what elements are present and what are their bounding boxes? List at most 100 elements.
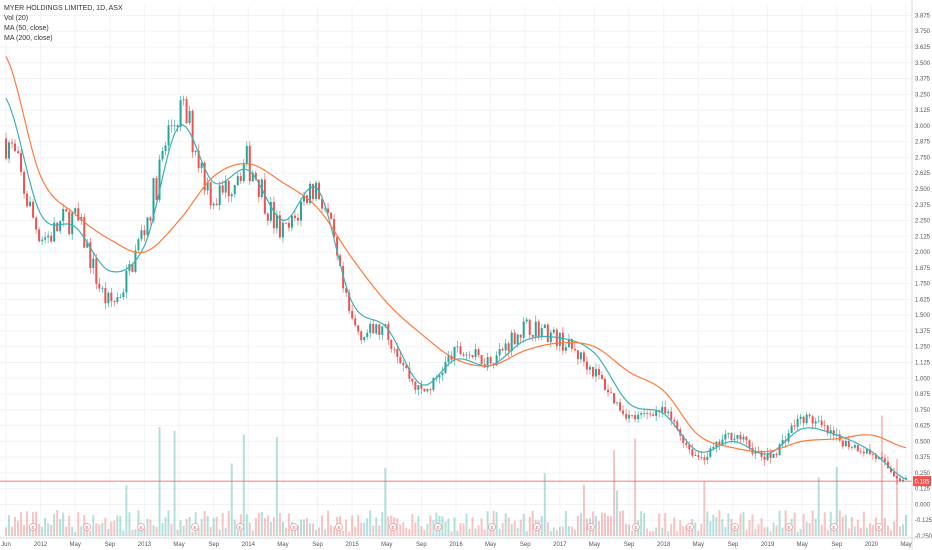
candle-body bbox=[266, 213, 269, 221]
earnings-event-marker[interactable]: E bbox=[389, 523, 397, 531]
volume-bar bbox=[381, 511, 384, 536]
earnings-event-marker[interactable]: E bbox=[587, 523, 595, 531]
earnings-event-marker[interactable]: E bbox=[533, 523, 541, 531]
volume-bar bbox=[369, 510, 372, 536]
volume-bar bbox=[269, 521, 272, 536]
candle-body bbox=[149, 217, 152, 221]
earnings-event-marker[interactable]: E bbox=[236, 523, 244, 531]
legend-vol[interactable]: Vol (20) bbox=[4, 15, 29, 22]
volume-bar bbox=[760, 518, 763, 536]
volume-bar bbox=[86, 529, 89, 536]
candle-body bbox=[414, 381, 417, 390]
y-tick-label: 2.750 bbox=[915, 155, 931, 161]
candle-body bbox=[766, 453, 769, 460]
candle-body bbox=[212, 203, 215, 206]
candle-body bbox=[730, 433, 733, 440]
event-marker-label: E bbox=[238, 525, 241, 530]
volume-bar bbox=[600, 512, 603, 536]
volume-bar bbox=[841, 516, 844, 536]
x-tick-label: May bbox=[900, 542, 911, 548]
y-tick-label: 3.750 bbox=[915, 29, 931, 35]
legend-ma50[interactable]: MA (50, close) bbox=[4, 25, 49, 32]
ma-line bbox=[5, 56, 907, 453]
volume-bar bbox=[309, 523, 312, 536]
candle-body bbox=[507, 343, 510, 352]
earnings-event-marker[interactable]: E bbox=[731, 523, 739, 531]
volume-bar bbox=[610, 515, 613, 536]
volume-bar bbox=[784, 510, 787, 536]
earnings-event-marker[interactable]: E bbox=[830, 523, 838, 531]
volume-bar bbox=[146, 518, 149, 536]
earnings-event-marker[interactable]: E bbox=[137, 523, 145, 531]
volume-bar bbox=[549, 531, 552, 536]
volume-bar bbox=[739, 514, 742, 536]
candle-body bbox=[465, 354, 468, 356]
candle-body bbox=[257, 179, 260, 198]
volume-bar bbox=[474, 528, 477, 536]
volume-bar bbox=[718, 510, 721, 536]
volume-bar bbox=[98, 524, 101, 536]
volume-bar bbox=[414, 522, 417, 536]
volume-bar bbox=[221, 512, 224, 536]
earnings-event-marker[interactable]: E bbox=[290, 523, 298, 531]
candle-body bbox=[603, 378, 606, 390]
y-tick-label: 3.625 bbox=[915, 45, 931, 51]
candle-body bbox=[17, 151, 20, 154]
candle-body bbox=[396, 348, 399, 357]
candle-body bbox=[670, 411, 673, 420]
volume-bar bbox=[77, 512, 80, 536]
earnings-event-marker[interactable]: E bbox=[488, 523, 496, 531]
volume-bar bbox=[450, 531, 453, 536]
candle-body bbox=[296, 218, 299, 221]
volume-bar bbox=[41, 526, 44, 536]
earnings-event-marker[interactable]: E bbox=[335, 523, 343, 531]
candle-body bbox=[140, 230, 143, 240]
volume-bar bbox=[35, 511, 38, 536]
candle-body bbox=[591, 367, 594, 377]
candle-body bbox=[423, 388, 426, 392]
x-tick-label: May bbox=[70, 542, 81, 548]
earnings-event-marker[interactable]: E bbox=[434, 523, 442, 531]
y-axis[interactable]: 3.875 3.750 3.625 3.500 3.375 3.250 3.125 3.000… bbox=[911, 0, 932, 550]
candle-body bbox=[62, 209, 65, 222]
volume-bar bbox=[555, 530, 558, 536]
x-tick-label: Sep bbox=[416, 542, 427, 548]
candle-body bbox=[254, 172, 257, 180]
candle-body bbox=[146, 217, 149, 236]
volume-bar bbox=[89, 531, 92, 536]
candle-body bbox=[399, 356, 402, 364]
candle-body bbox=[309, 183, 312, 204]
volume-bar bbox=[360, 522, 363, 536]
legend-symbol[interactable]: MYER HOLDINGS LIMITED, 1D, ASX bbox=[4, 5, 123, 12]
event-marker-label: E bbox=[634, 525, 637, 530]
candle-body bbox=[233, 185, 236, 195]
earnings-event-marker[interactable]: E bbox=[686, 523, 694, 531]
candle-body bbox=[829, 430, 832, 434]
earnings-event-marker[interactable]: E bbox=[191, 523, 199, 531]
event-marker-circle bbox=[731, 523, 739, 531]
x-axis[interactable]: Jun 2012 May Sep 2013 May Sep 2014 May Sep 2015 May… bbox=[0, 537, 932, 548]
volume-bar bbox=[543, 473, 546, 536]
candle-body bbox=[519, 334, 522, 338]
volume-bar bbox=[673, 517, 676, 536]
volume-bar bbox=[579, 512, 582, 536]
event-marker-label: E bbox=[589, 525, 592, 530]
candle-body bbox=[372, 323, 375, 334]
candle-body bbox=[378, 324, 381, 335]
legend-ma200[interactable]: MA (200, close) bbox=[4, 35, 53, 42]
volume-bar bbox=[471, 517, 474, 536]
volume-bar bbox=[742, 511, 745, 536]
y-tick-label: 1.875 bbox=[915, 266, 931, 272]
earnings-event-marker[interactable]: E bbox=[632, 523, 640, 531]
candle-body bbox=[513, 332, 516, 345]
candle-body bbox=[643, 412, 646, 414]
earnings-event-marker[interactable]: E bbox=[29, 523, 37, 531]
candle-body bbox=[652, 414, 655, 416]
earnings-event-marker[interactable]: E bbox=[83, 523, 91, 531]
candle-body bbox=[275, 215, 278, 229]
earnings-event-marker[interactable]: E bbox=[875, 523, 883, 531]
candle-body bbox=[712, 447, 715, 449]
earnings-event-marker[interactable]: E bbox=[785, 523, 793, 531]
